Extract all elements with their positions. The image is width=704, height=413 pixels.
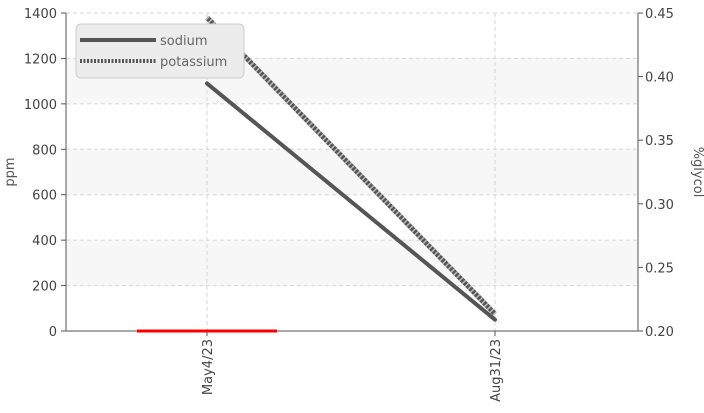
- grid-band: [66, 240, 638, 286]
- series-sodium-line: [205, 81, 497, 322]
- x-tick-label: Aug31/23: [489, 339, 504, 402]
- left-y-axis-title: ppm: [3, 157, 18, 186]
- legend: sodium potassium: [75, 23, 245, 79]
- left-y-axis-ticks: 0 200 400 600 800 1000 1200 1400: [24, 7, 66, 340]
- legend-label-sodium: sodium: [160, 34, 208, 49]
- series-lines: [137, 15, 497, 333]
- left-tick-label: 1400: [24, 7, 57, 22]
- left-tick-label: 0: [49, 325, 57, 340]
- right-tick-label: 0.25: [645, 261, 674, 276]
- left-tick-label: 600: [32, 189, 57, 204]
- right-tick-label: 0.20: [645, 325, 674, 340]
- left-tick-label: 800: [32, 143, 57, 158]
- right-y-axis-title: %glycol: [690, 147, 704, 198]
- left-tick-label: 400: [32, 234, 57, 249]
- legend-box: [75, 23, 245, 79]
- left-tick-label: 1000: [24, 98, 57, 113]
- series-potassium-line-dots: [205, 15, 497, 316]
- left-tick-label: 1200: [24, 52, 57, 67]
- right-tick-label: 0.30: [645, 198, 674, 213]
- right-y-axis-ticks: 0.20 0.25 0.30 0.35 0.40 0.45: [638, 7, 674, 340]
- legend-label-potassium: potassium: [160, 55, 227, 70]
- left-tick-label: 200: [32, 280, 57, 295]
- right-tick-label: 0.45: [645, 7, 674, 22]
- x-axis-ticks: May4/23 Aug31/23: [201, 331, 504, 402]
- x-tick-label: May4/23: [201, 339, 216, 395]
- right-tick-label: 0.40: [645, 71, 674, 86]
- right-tick-label: 0.35: [645, 134, 674, 149]
- background-bands: [66, 58, 638, 286]
- grid-band: [66, 149, 638, 195]
